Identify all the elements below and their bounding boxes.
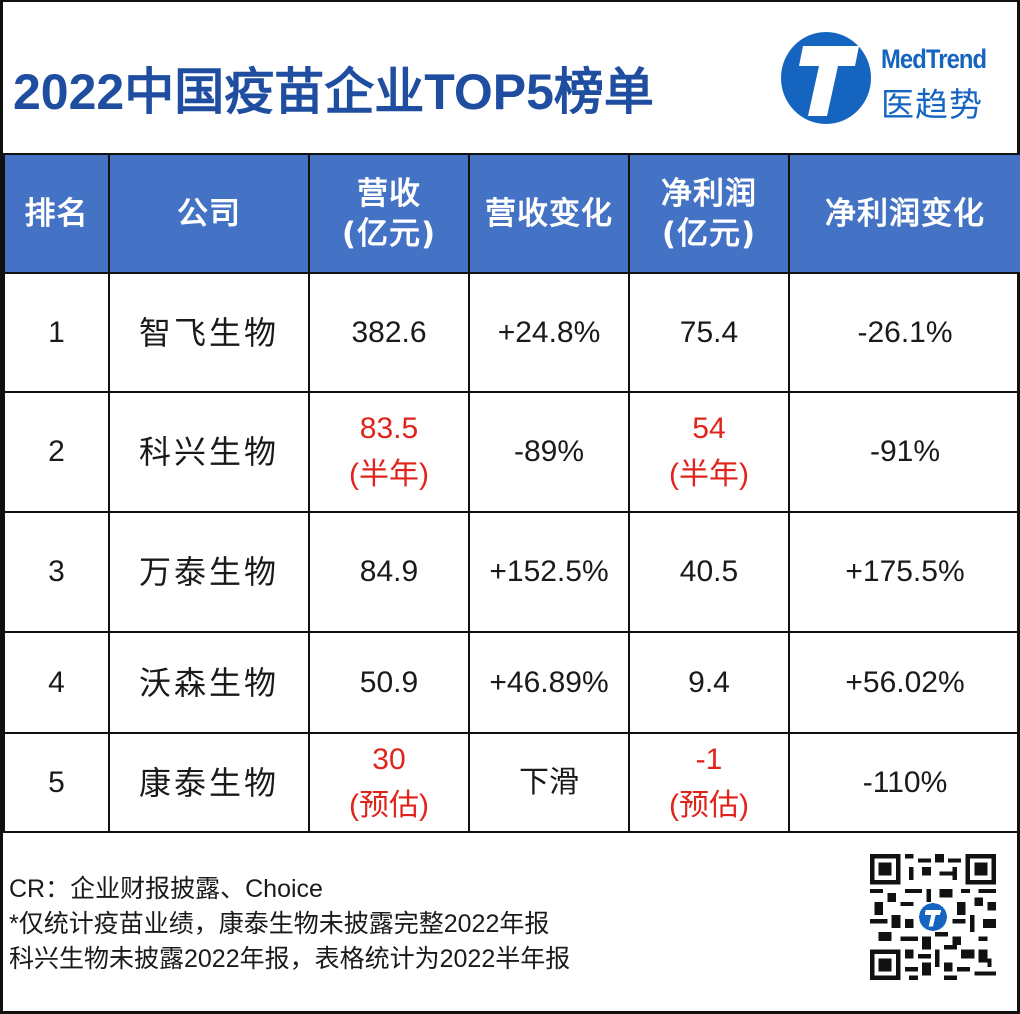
column-header-revenue: 营收 (亿元) [308,153,470,274]
column-header-company: 公司 [108,153,310,274]
column-header-net-profit: 净利润 (亿元) [628,153,790,274]
logo-name-cn: 医趋势 [881,85,983,124]
cell-net-profit: -1 (预估) [628,732,790,833]
cell-revenue-change: +24.8% [468,272,630,393]
cell-revenue: 50.9 [308,631,470,734]
revenue-note: (半年) [349,458,429,491]
source-note: CR：企业财报披露、Choice [9,875,323,903]
cell-net-profit-change: -110% [788,732,1020,833]
revenue-value: 30 [372,742,406,776]
medtrend-logo: MedTrend 医趋势 [781,32,1001,132]
table-header-row: 排名 公司 营收 (亿元) 营收变化 净利润 (亿元) 净利润变化 [3,153,1020,274]
cell-rank: 1 [3,272,110,393]
cell-company: 科兴生物 [108,391,310,513]
table-row: 4 沃森生物 50.9 +46.89% 9.4 +56.02% [3,631,1020,734]
cell-net-profit: 54 (半年) [628,391,790,513]
cell-net-profit: 9.4 [628,631,790,734]
table-row: 2 科兴生物 83.5 (半年) -89% 54 (半年) -91% [3,391,1020,513]
footer: CR：企业财报披露、Choice *仅统计疫苗业绩，康泰生物未披露完整2022年… [3,834,1020,1014]
net-profit-note: (半年) [669,458,749,491]
table-row: 3 万泰生物 84.9 +152.5% 40.5 +175.5% [3,511,1020,633]
cell-company: 万泰生物 [108,511,310,633]
scope-note: *仅统计疫苗业绩，康泰生物未披露完整2022年报 [9,910,550,938]
cell-rank: 2 [3,391,110,513]
ranking-table-wrap: 排名 公司 营收 (亿元) 营收变化 净利润 (亿元) 净利润变化 1 智飞生物 3… [3,153,1020,833]
net-profit-note: (预估) [669,788,749,822]
ranking-table: 排名 公司 营收 (亿元) 营收变化 净利润 (亿元) 净利润变化 1 智飞生物 3… [3,153,1020,833]
medtrend-t-logo-icon [781,32,871,124]
cell-net-profit: 75.4 [628,272,790,393]
cell-revenue: 30 (预估) [308,732,470,833]
footer-notes: CR：企业财报披露、Choice *仅统计疫苗业绩，康泰生物未披露完整2022年… [9,872,570,977]
net-profit-value: -1 [695,742,723,776]
cell-net-profit-change: -91% [788,391,1020,513]
qr-code-icon [869,854,997,980]
revenue-value: 83.5 [359,412,419,445]
column-header-rank: 排名 [3,153,110,274]
cell-net-profit-change: -26.1% [788,272,1020,393]
column-header-revenue-change: 营收变化 [468,153,630,274]
cell-revenue: 83.5 (半年) [308,391,470,513]
logo-name-en: MedTrend [881,44,987,74]
cell-net-profit: 40.5 [628,511,790,633]
cell-rank: 5 [3,732,110,833]
cell-company: 康泰生物 [108,732,310,833]
cell-rank: 4 [3,631,110,734]
column-header-net-profit-change: 净利润变化 [788,153,1020,274]
cell-rank: 3 [3,511,110,633]
page-title: 2022中国疫苗企业TOP5榜单 [13,64,654,120]
cell-revenue-change: 下滑 [468,732,630,833]
table-row: 1 智飞生物 382.6 +24.8% 75.4 -26.1% [3,272,1020,393]
cell-revenue-change: +152.5% [468,511,630,633]
table-row: 5 康泰生物 30 (预估) 下滑 -1 (预估) -110% [3,732,1020,833]
cell-revenue-change: -89% [468,391,630,513]
net-profit-value: 54 [692,412,726,445]
cell-net-profit-change: +175.5% [788,511,1020,633]
cell-net-profit-change: +56.02% [788,631,1020,734]
cell-revenue: 84.9 [308,511,470,633]
sinovac-note: 科兴生物未披露2022年报，表格统计为2022半年报 [9,945,571,973]
title-band: 2022中国疫苗企业TOP5榜单 MedTrend 医趋势 [3,2,1017,152]
cell-revenue: 382.6 [308,272,470,393]
cell-company: 智飞生物 [108,272,310,393]
revenue-note: (预估) [349,788,429,822]
cell-revenue-change: +46.89% [468,631,630,734]
cell-company: 沃森生物 [108,631,310,734]
